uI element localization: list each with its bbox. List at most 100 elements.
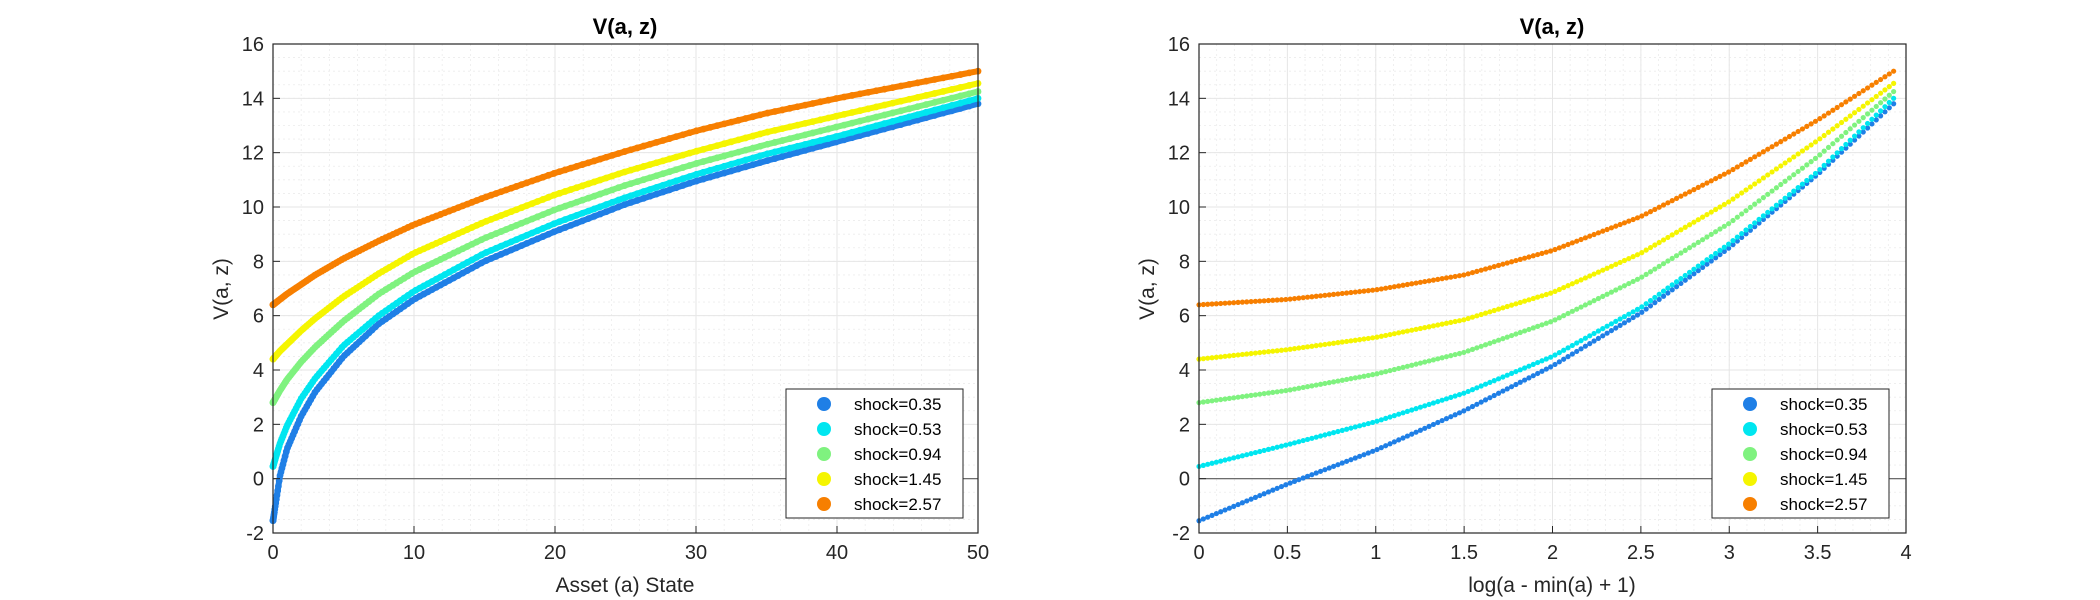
x-tick-label: 10	[403, 542, 425, 564]
data-point	[1370, 448, 1376, 454]
data-point	[1808, 174, 1814, 180]
data-point	[1248, 350, 1254, 357]
data-point	[1304, 384, 1311, 390]
data-point	[1352, 424, 1358, 430]
data-point	[1378, 445, 1384, 451]
data-point	[1265, 446, 1272, 452]
data-point	[1730, 217, 1736, 224]
data-point	[1838, 146, 1845, 152]
data-point	[1330, 291, 1337, 297]
data-point	[1721, 244, 1727, 250]
series-shock-0-94	[269, 88, 982, 406]
data-point	[1456, 391, 1463, 398]
data-point	[1326, 292, 1332, 298]
data-point	[1235, 299, 1241, 305]
data-point	[1652, 300, 1658, 306]
data-point	[1443, 416, 1450, 422]
data-point	[1743, 187, 1749, 193]
data-point	[1452, 318, 1458, 325]
data-point	[1530, 325, 1536, 331]
data-point	[1747, 223, 1753, 230]
data-point	[1257, 349, 1263, 356]
data-point	[1513, 331, 1519, 337]
data-point	[1296, 439, 1302, 445]
data-point	[1830, 107, 1836, 113]
data-point	[1209, 460, 1215, 466]
data-point	[1330, 430, 1337, 436]
data-point	[1248, 392, 1254, 398]
data-point	[1543, 320, 1549, 326]
data-point	[1847, 113, 1853, 119]
legend-entry-shock-2-57: shock=2.57	[854, 495, 941, 514]
data-point	[1322, 341, 1328, 348]
x-tick-label: 3.5	[1804, 542, 1832, 564]
data-point	[1604, 265, 1610, 271]
data-point	[1587, 300, 1593, 306]
data-point	[1617, 285, 1623, 291]
data-point	[1778, 199, 1784, 205]
data-point	[1630, 216, 1636, 223]
data-point	[1634, 276, 1641, 282]
data-point	[1205, 301, 1211, 307]
data-point	[1804, 123, 1810, 129]
data-point	[1574, 348, 1580, 355]
data-point	[1873, 103, 1879, 110]
data-point	[1218, 509, 1224, 515]
data-point	[1752, 181, 1758, 187]
data-point	[1561, 356, 1567, 362]
data-point	[1799, 181, 1806, 187]
data-point	[1326, 465, 1332, 471]
data-point	[1535, 294, 1541, 300]
data-point	[1647, 244, 1654, 251]
data-point	[1626, 311, 1632, 317]
data-point	[1817, 166, 1823, 173]
data-point	[1365, 335, 1371, 342]
data-point	[1231, 395, 1237, 401]
y-tick-label: 12	[242, 143, 264, 165]
data-point	[1678, 276, 1684, 282]
data-point	[1265, 349, 1272, 355]
data-point	[1726, 221, 1732, 227]
data-point	[1591, 338, 1597, 344]
data-point	[1469, 314, 1476, 320]
data-point	[1678, 280, 1684, 287]
data-point	[1439, 355, 1445, 361]
data-point	[1843, 116, 1849, 122]
x-tick-label: 0	[1193, 542, 1204, 564]
data-point	[1296, 295, 1302, 301]
data-point	[1452, 273, 1458, 280]
data-point	[1825, 110, 1832, 116]
data-point	[1765, 172, 1771, 178]
data-point	[1365, 450, 1371, 456]
data-point	[1595, 328, 1602, 334]
data-point	[1435, 356, 1441, 362]
data-point	[1326, 341, 1332, 347]
data-point	[1522, 377, 1528, 383]
data-point	[1743, 231, 1749, 237]
data-point	[1417, 325, 1424, 332]
data-point	[1274, 297, 1280, 303]
data-point	[1656, 291, 1662, 297]
data-point	[1730, 242, 1736, 248]
data-point	[1474, 345, 1480, 351]
data-point	[1700, 264, 1706, 271]
data-point	[1756, 151, 1762, 157]
data-point	[1274, 485, 1280, 491]
data-point	[1365, 420, 1371, 427]
x-tick-labels: 0 0.5 1 1.5 2 2.5 3 3.5 4	[1193, 526, 1912, 564]
data-point	[1851, 122, 1858, 128]
data-point	[1561, 313, 1567, 319]
data-point	[1252, 392, 1259, 398]
data-point	[1283, 347, 1289, 353]
legend-marker-shock-1-45	[1743, 472, 1757, 486]
data-point	[1791, 172, 1797, 178]
data-point	[1361, 288, 1367, 294]
data-point	[1474, 385, 1480, 391]
data-point	[1782, 178, 1788, 184]
data-point	[1756, 216, 1762, 223]
legend-entry-shock-0-53: shock=0.53	[854, 420, 941, 439]
data-point	[1851, 137, 1858, 143]
data-point	[1244, 452, 1250, 458]
legend-entry-shock-2-57: shock=2.57	[1780, 495, 1867, 514]
data-point	[1456, 350, 1463, 357]
